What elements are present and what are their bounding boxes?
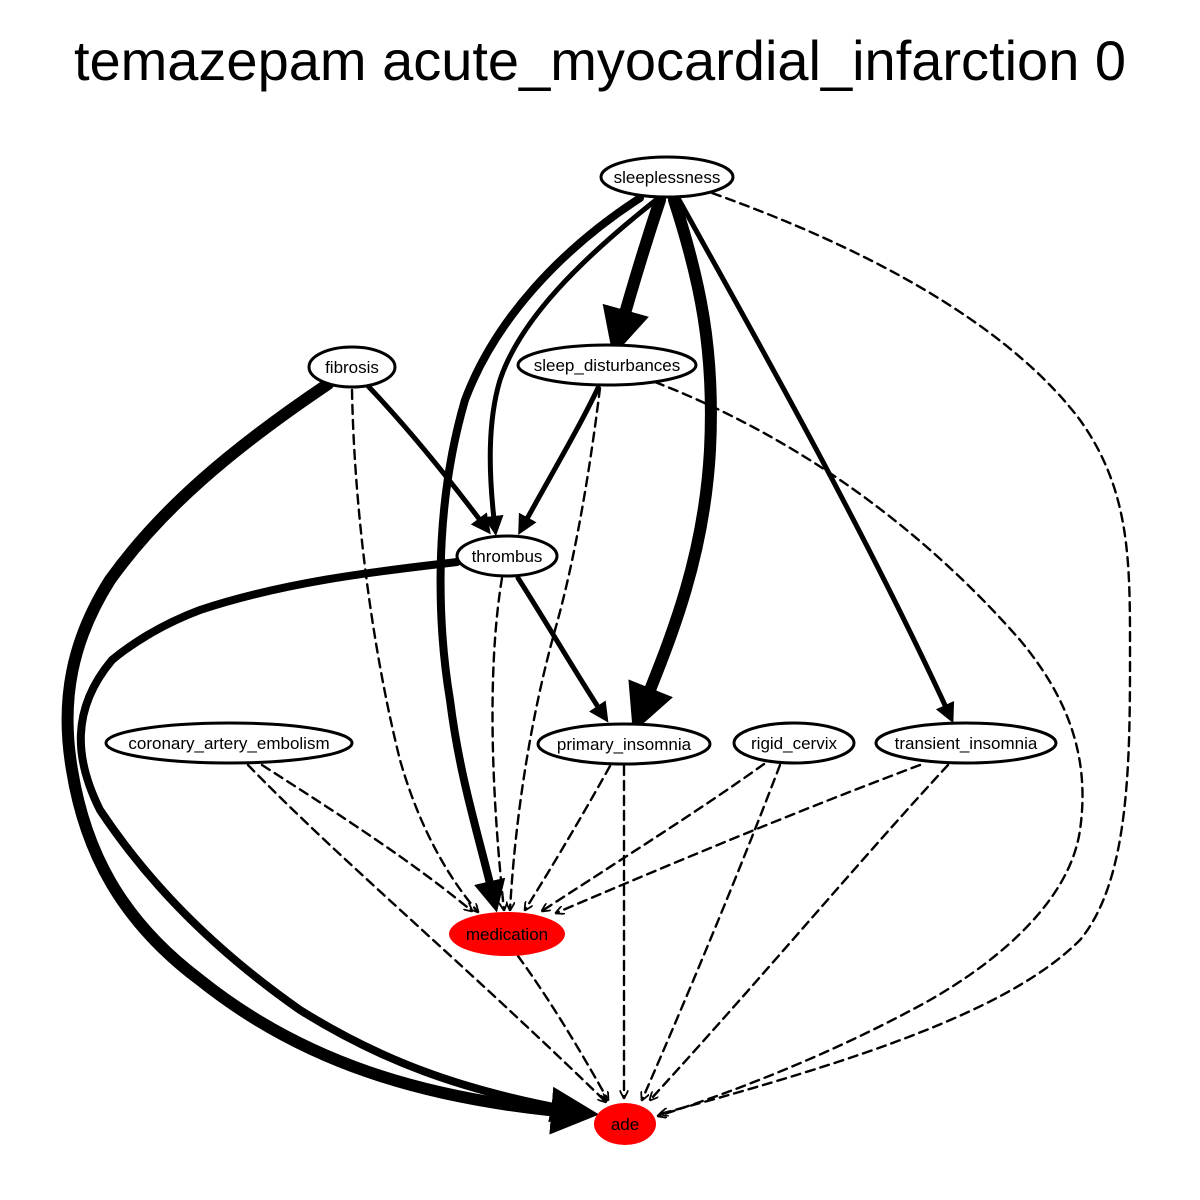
node-shape — [104, 721, 354, 765]
node-shape — [536, 722, 712, 766]
node-label: ade — [611, 1115, 639, 1134]
edge-sleeplessness-to-thrombus — [483, 197, 659, 536]
node-layer: sleeplessness fibrosis sleep_disturbancest… — [104, 155, 1058, 1145]
node-label: sleeplessness — [614, 168, 721, 187]
edge-sleep-disturbances-to-thrombus — [518, 385, 601, 536]
edge-coronary-artery-embolism-to-medication — [260, 763, 472, 911]
node-transient-insomnia: transient_insomnia — [874, 721, 1058, 765]
node-label: medication — [466, 925, 548, 944]
node-label: primary_insomnia — [557, 735, 692, 754]
edge-medication-to-ade — [516, 954, 608, 1100]
edge-sleeplessness-to-sleep-disturbances — [602, 194, 666, 357]
edge-transient-insomnia-to-medication — [556, 763, 922, 913]
edge-rigid-cervix-to-medication — [542, 762, 766, 911]
edge-fibrosis-to-ade — [61, 378, 600, 1135]
edge-fibrosis-to-thrombus — [365, 383, 491, 535]
node-rigid-cervix: rigid_cervix — [732, 721, 856, 765]
edge-fibrosis-to-medication — [350, 388, 478, 912]
edge-coronary-artery-embolism-to-ade — [246, 763, 606, 1102]
edge-sleeplessness-to-medication — [436, 194, 644, 913]
node-sleeplessness: sleeplessness — [599, 155, 735, 199]
node-shape — [732, 721, 856, 765]
edge-transient-insomnia-to-ade — [650, 763, 950, 1100]
graph-title: temazepam acute_myocardial_infarction 0 — [73, 29, 1127, 92]
node-shape — [874, 721, 1058, 765]
node-primary-insomnia: primary_insomnia — [536, 722, 712, 766]
edge-layer — [61, 191, 1132, 1135]
node-shape — [516, 343, 698, 387]
node-medication: medication — [449, 912, 565, 956]
edge-sleeplessness-to-primary-insomnia — [628, 194, 717, 733]
edge-thrombus-to-medication — [491, 576, 505, 910]
node-label: rigid_cervix — [751, 734, 837, 753]
node-label: coronary_artery_embolism — [128, 734, 329, 753]
edge-thrombus-to-ade — [76, 558, 583, 1123]
edge-rigid-cervix-to-ade — [642, 763, 782, 1100]
node-coronary-artery-embolism: coronary_artery_embolism — [104, 721, 354, 765]
edge-sleeplessness-to-ade — [660, 191, 1132, 1114]
node-shape — [599, 155, 735, 199]
node-fibrosis: fibrosis — [307, 345, 397, 389]
edge-sleeplessness-to-transient-insomnia — [675, 195, 955, 724]
node-thrombus: thrombus — [455, 534, 559, 578]
edge-thrombus-to-primary-insomnia — [515, 575, 609, 723]
node-shape — [594, 1103, 656, 1145]
node-shape — [449, 912, 565, 956]
edge-sleep-disturbances-to-ade — [653, 380, 1084, 1116]
node-shape — [307, 345, 397, 389]
node-label: fibrosis — [325, 358, 379, 377]
node-label: thrombus — [472, 547, 543, 566]
node-label: transient_insomnia — [895, 734, 1038, 753]
node-ade: ade — [594, 1103, 656, 1145]
edge-sleep-disturbances-to-medication — [510, 386, 602, 912]
edge-primary-insomnia-to-medication — [525, 764, 612, 910]
node-label: sleep_disturbances — [534, 356, 680, 375]
node-sleep-disturbances: sleep_disturbances — [516, 343, 698, 387]
node-shape — [455, 534, 559, 578]
